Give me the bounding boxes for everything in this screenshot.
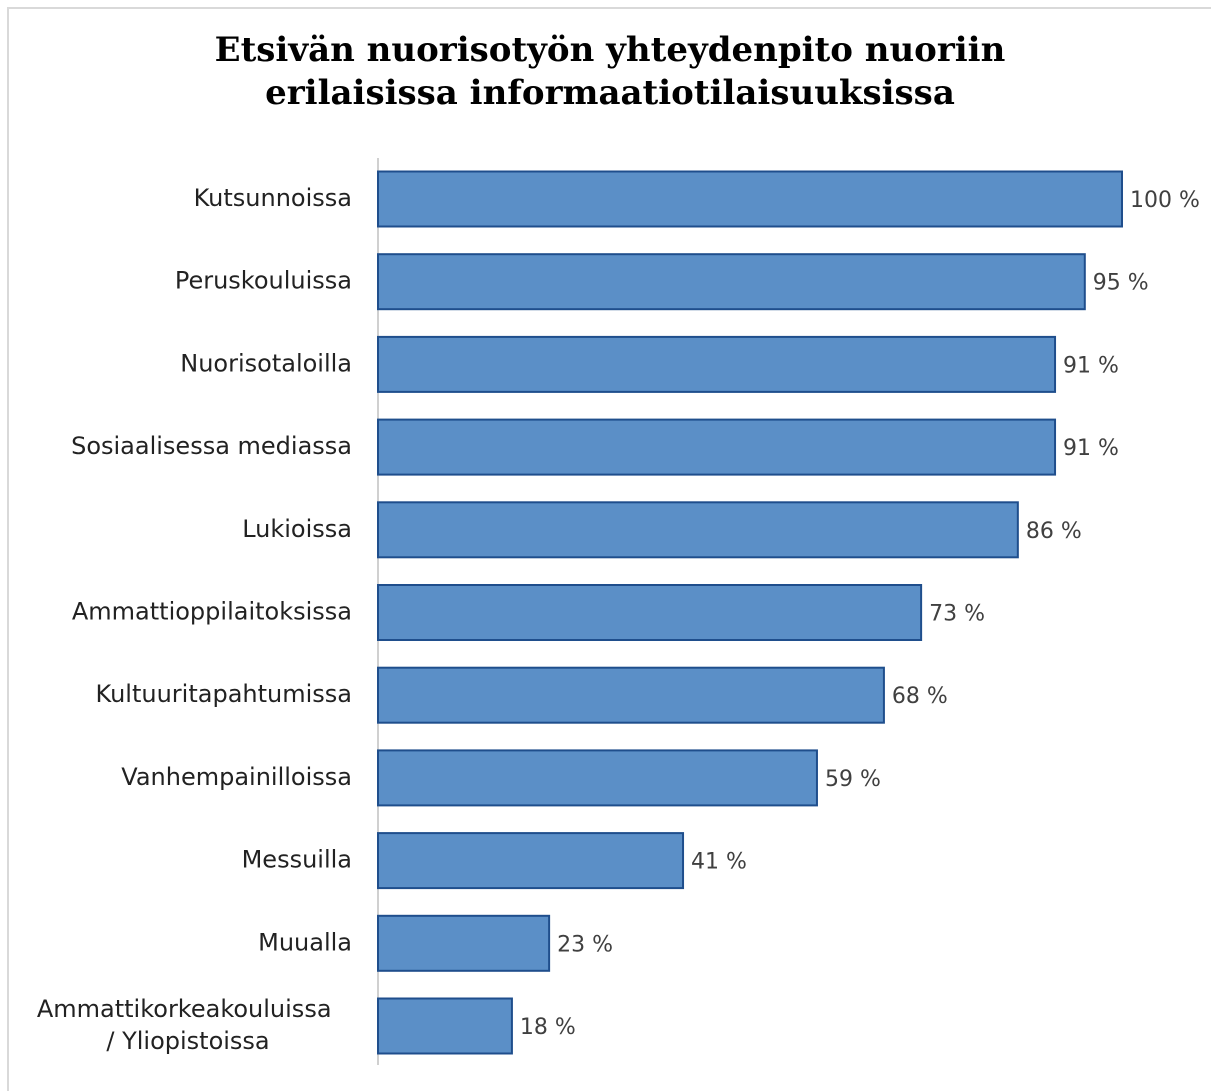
y-tick-label: Ammattioppilaitoksissa — [72, 598, 352, 626]
y-tick-label: Messuilla — [242, 846, 352, 874]
bar — [377, 666, 885, 724]
bar — [377, 170, 1123, 228]
bar — [377, 335, 1057, 393]
value-label: 91 % — [1063, 353, 1119, 378]
value-label: 91 % — [1063, 436, 1119, 461]
y-tick-label: Lukioissa — [242, 515, 352, 543]
value-label: 73 % — [929, 602, 985, 627]
y-tick-label: Sosiaalisessa mediassa — [71, 432, 352, 460]
chart-title: Etsivän nuorisotyön yhteydenpito nuoriin — [215, 30, 1006, 70]
y-tick-label: Kutsunnoissa — [194, 184, 352, 212]
value-label: 18 % — [520, 1015, 576, 1040]
y-tick-label: Kultuuritapahtumissa — [96, 680, 352, 708]
y-tick-label: Peruskouluissa — [175, 267, 352, 295]
chart-title: erilaisissa informaatiotilaisuuksissa — [265, 73, 955, 113]
bar — [377, 749, 818, 807]
value-label: 68 % — [892, 684, 948, 709]
bar — [377, 418, 1057, 476]
bar — [377, 832, 685, 890]
bar — [377, 914, 551, 972]
y-tick-label: Nuorisotaloilla — [180, 349, 352, 377]
bar — [377, 253, 1086, 311]
bar — [377, 584, 923, 641]
y-tick-label: Muualla — [258, 928, 352, 956]
bar — [377, 501, 1019, 559]
value-label: 41 % — [691, 850, 747, 875]
value-label: 59 % — [825, 767, 881, 792]
y-tick-label: Vanhempainilloissa — [121, 763, 352, 791]
value-label: 23 % — [557, 932, 613, 957]
value-label: 100 % — [1130, 188, 1200, 213]
value-label: 95 % — [1093, 271, 1149, 296]
y-tick-label: Ammattikorkeakouluissa / Yliopistoissa — [37, 995, 339, 1055]
value-label: 86 % — [1026, 519, 1082, 544]
bar — [377, 997, 513, 1055]
